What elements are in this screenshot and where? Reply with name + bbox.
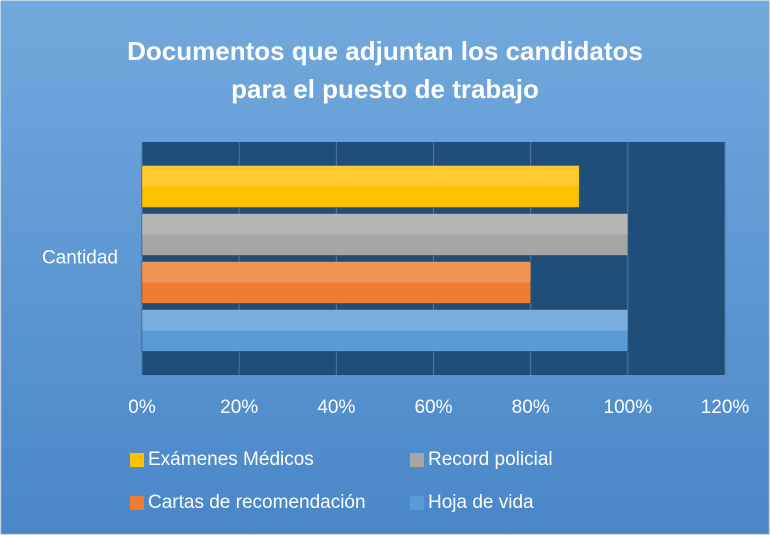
bar-highlight bbox=[142, 213, 628, 235]
bar bbox=[141, 213, 629, 256]
legend-label: Record policial bbox=[428, 449, 553, 470]
x-tick-label: 0% bbox=[128, 397, 156, 418]
y-tick-label: Cantidad bbox=[42, 248, 118, 269]
legend-swatch bbox=[130, 453, 144, 467]
legend-label: Exámenes Médicos bbox=[148, 449, 314, 470]
legend-label: Cartas de recomendación bbox=[148, 492, 366, 513]
x-tick-label: 100% bbox=[604, 397, 653, 418]
bar-highlight bbox=[142, 261, 531, 283]
bar bbox=[141, 261, 532, 304]
x-tick-label: 120% bbox=[701, 397, 750, 418]
x-tick-label: 80% bbox=[512, 397, 550, 418]
legend-swatch bbox=[130, 496, 144, 510]
bar-highlight bbox=[142, 165, 580, 187]
bar bbox=[141, 165, 580, 208]
x-tick-label: 40% bbox=[317, 397, 355, 418]
legend-label: Hoja de vida bbox=[428, 492, 534, 513]
legend-swatch bbox=[410, 453, 424, 467]
x-tick-label: 60% bbox=[414, 397, 452, 418]
bar bbox=[141, 309, 629, 352]
chart-title: Documentos que adjuntan los candidatos bbox=[127, 36, 643, 66]
chart-title: para el puesto de trabajo bbox=[231, 74, 539, 104]
bar-highlight bbox=[142, 309, 628, 331]
legend-swatch bbox=[410, 496, 424, 510]
x-tick-label: 20% bbox=[220, 397, 258, 418]
